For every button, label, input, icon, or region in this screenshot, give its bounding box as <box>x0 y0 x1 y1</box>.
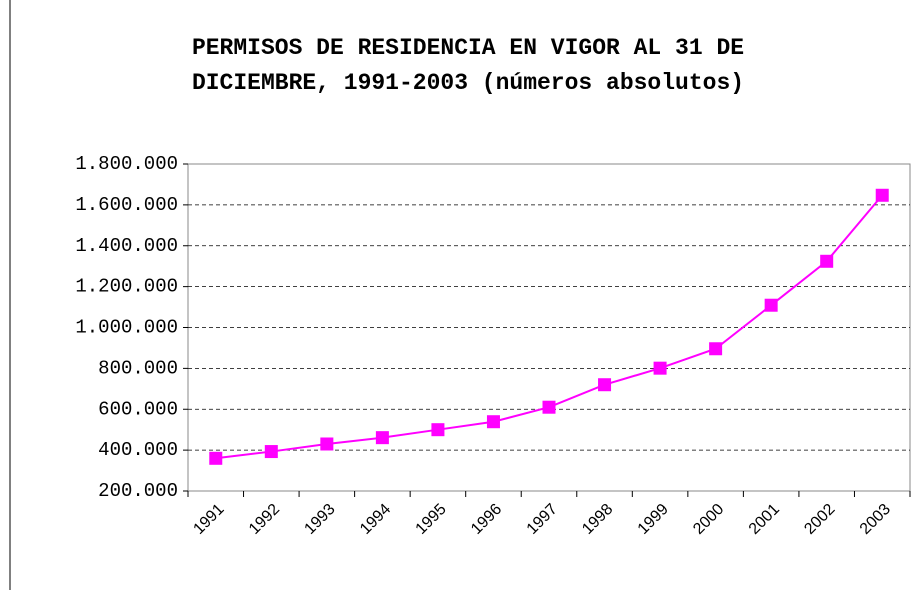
chart-title: DICIEMBRE, 1991-2003 (números absolutos) <box>192 70 744 96</box>
y-tick-label: 1.600.000 <box>75 194 178 216</box>
marker <box>653 361 667 375</box>
y-tick-label: 600.000 <box>98 398 178 420</box>
marker <box>764 298 778 312</box>
marker <box>542 400 556 414</box>
y-tick-label: 400.000 <box>98 439 178 461</box>
marker <box>709 342 723 356</box>
marker <box>209 451 223 465</box>
y-tick-label: 200.000 <box>98 480 178 502</box>
y-tick-label: 800.000 <box>98 357 178 379</box>
marker <box>820 254 834 268</box>
y-tick-label: 1.800.000 <box>75 153 178 175</box>
marker <box>264 445 278 459</box>
marker <box>598 378 612 392</box>
marker <box>320 437 334 451</box>
marker <box>486 415 500 429</box>
marker <box>875 188 889 202</box>
y-tick-label: 1.400.000 <box>75 235 178 257</box>
chart-title: PERMISOS DE RESIDENCIA EN VIGOR AL 31 DE <box>192 35 744 61</box>
y-tick-label: 1.200.000 <box>75 276 178 298</box>
marker <box>431 423 445 437</box>
y-tick-label: 1.000.000 <box>75 317 178 339</box>
marker <box>375 431 389 445</box>
